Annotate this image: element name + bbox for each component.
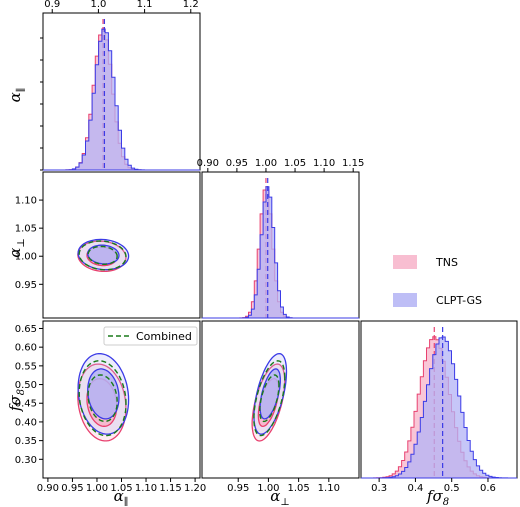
x-tick-label: 1.05 xyxy=(287,483,309,494)
x-tick-label: 1.10 xyxy=(318,483,340,494)
panel-fsigma8-hist-hists xyxy=(361,327,517,479)
inline-legend-box xyxy=(103,326,198,346)
alpha-perp-top-ticks: 0.90 0.95 1.00 1.05 1.10 1.15 xyxy=(197,158,364,172)
svg-text:α⊥: α⊥ xyxy=(270,487,290,507)
x-tick-label: 0.9 xyxy=(44,0,60,10)
x-tick-label: 1.15 xyxy=(159,483,181,494)
y-tick-label: 0.60 xyxy=(15,343,37,354)
legend-label-tns: TNS xyxy=(435,256,458,269)
x-tick-label: 1.00 xyxy=(86,483,108,494)
y-tick-label: 0.50 xyxy=(15,380,37,391)
contour-combined xyxy=(78,240,127,271)
x-tick-label: 0.90 xyxy=(37,483,59,494)
y-tick-label: 1.05 xyxy=(15,224,37,235)
panel-par-perp-contours xyxy=(77,238,130,273)
x-tick-label: 1.00 xyxy=(255,158,277,169)
svg-text:α∥: α∥ xyxy=(6,88,27,103)
x-tick-label: 1.1 xyxy=(137,0,153,10)
y-tick-label: 0.55 xyxy=(15,361,37,372)
svg-text:fσ8: fσ8 xyxy=(6,389,27,412)
x-tick-label: 1.2 xyxy=(183,0,199,10)
panel-par-fsigma8-contours xyxy=(77,352,130,442)
contour-combined xyxy=(87,374,118,423)
y-axis-label-alpha-par: α∥ xyxy=(6,88,27,103)
svg-text:α∥: α∥ xyxy=(114,487,129,507)
x-tick-label: 1.05 xyxy=(284,158,306,169)
x-axis-label-alpha-par: α∥ xyxy=(114,487,129,507)
legend-label-clpt-gs: CLPT-GS xyxy=(436,294,482,307)
legend-label-combined: Combined xyxy=(136,330,192,343)
x-tick-label: 1.0 xyxy=(90,0,106,10)
x-tick-label: 1.05 xyxy=(110,483,132,494)
histogram-clpt-gs xyxy=(202,186,359,319)
y-tick-label: 0.65 xyxy=(15,324,37,335)
contour-combined xyxy=(253,360,286,437)
svg-text:fσ8: fσ8 xyxy=(426,487,449,507)
panel-alpha-par-hist-hists xyxy=(43,19,200,171)
panel-perp-fsigma8 xyxy=(201,320,360,479)
contour-combined xyxy=(78,360,127,437)
x-tick-label: 0.3 xyxy=(371,483,387,494)
x-tick-label: 1.10 xyxy=(135,483,157,494)
contour-combined xyxy=(258,374,280,423)
inline-legend: Combined xyxy=(103,326,198,346)
y-axis-label-fsigma8: fσ8 xyxy=(6,389,27,412)
svg-text:α⊥: α⊥ xyxy=(6,238,27,258)
y-tick-label: 0.45 xyxy=(15,399,37,410)
fsigma8-bottom-ticks: 0.3 0.4 0.5 0.6 xyxy=(371,478,496,494)
fsigma8-y-ticks: 0.30 0.35 0.40 0.45 0.50 0.55 0.60 0.65 xyxy=(15,324,43,466)
x-tick-label: 0.5 xyxy=(444,483,460,494)
x-axis-label-alpha-perp: α⊥ xyxy=(270,487,290,507)
x-tick-label: 0.95 xyxy=(227,483,249,494)
alpha-perp-bottom-ticks: 0.95 1.00 1.05 1.10 xyxy=(227,478,340,494)
x-tick-label: 1.00 xyxy=(257,483,279,494)
y-tick-label: 0.35 xyxy=(15,436,37,447)
x-tick-label: 0.90 xyxy=(197,158,219,169)
y-tick-label: 1.00 xyxy=(15,252,37,263)
panel-perp-fsigma8-contours xyxy=(251,352,288,442)
legend-swatch-tns xyxy=(393,255,417,269)
histogram-clpt-gs xyxy=(43,28,200,171)
legend: TNS CLPT-GS xyxy=(393,255,482,307)
alpha-perp-y-ticks: 0.95 1.00 1.05 1.10 xyxy=(15,196,43,291)
y-tick-label: 0.30 xyxy=(15,455,37,466)
y-tick-label: 0.95 xyxy=(15,280,37,291)
y-tick-label: 1.10 xyxy=(15,196,37,207)
contour-clpt-gs xyxy=(87,368,120,420)
y-tick-label: 0.40 xyxy=(15,417,37,428)
legend-swatch-clpt-gs xyxy=(393,293,417,307)
x-tick-label: 0.95 xyxy=(61,483,83,494)
alpha-par-top-ticks: 0.9 1.0 1.1 1.2 xyxy=(44,0,199,13)
x-tick-label: 1.20 xyxy=(184,483,206,494)
x-axis-label-fsigma8: fσ8 xyxy=(426,487,449,507)
x-tick-label: 1.15 xyxy=(342,158,364,169)
alpha-par-bottom-ticks: 0.90 0.95 1.00 1.05 1.10 1.15 1.20 xyxy=(37,478,206,494)
contour-combined xyxy=(87,245,118,265)
x-tick-label: 0.95 xyxy=(226,158,248,169)
x-tick-label: 1.10 xyxy=(313,158,335,169)
panel-par-perp xyxy=(42,171,201,319)
x-tick-label: 0.4 xyxy=(407,483,423,494)
panel-alpha-perp-hist-hists xyxy=(202,178,359,319)
y-axis-label-alpha-perp: α⊥ xyxy=(6,238,27,258)
histogram-clpt-gs xyxy=(361,336,517,479)
x-tick-label: 0.6 xyxy=(480,483,496,494)
